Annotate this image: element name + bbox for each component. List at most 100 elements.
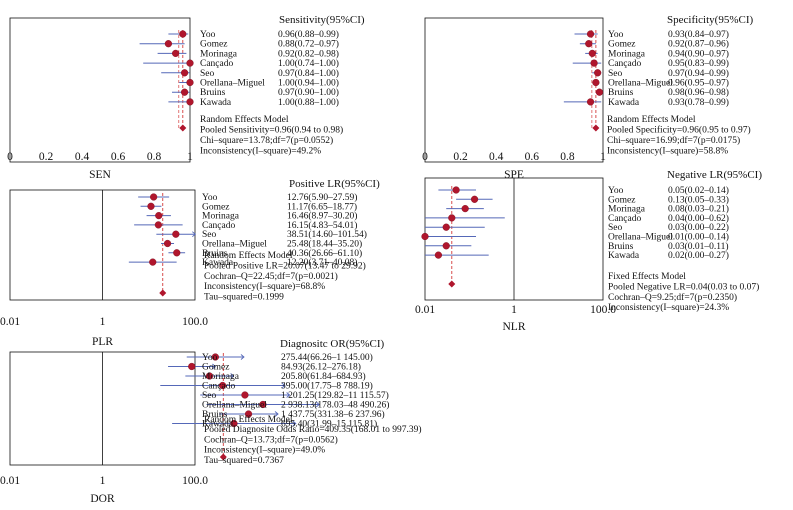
nlr-summary-line: Pooled Negative LR=0.04(0.03 to 0.07) [608, 281, 759, 292]
nlr-summary-line: Inconsistency(I–square)=24.3% [608, 302, 729, 313]
dor-study-value: 1 201.25(129.82–11 115.57) [281, 390, 389, 401]
spe-point-marker [586, 30, 595, 38]
sen-study-name: Yoo [200, 30, 216, 40]
nlr-point-marker [442, 242, 450, 250]
dor-ci-arrow [240, 354, 245, 360]
spe-study-name: Bruins [608, 88, 634, 98]
dor-ci-arrow [286, 392, 291, 398]
sen-study-value: 0.97(0.84–1.00) [278, 68, 339, 79]
plr-study-name: Orellana–Miguel [202, 240, 267, 250]
nlr-study-value: 0.04(0.00–0.62) [668, 213, 729, 224]
plr-point-marker [149, 258, 157, 266]
plr-summary-line: Random Effects Model [204, 250, 293, 261]
nlr-study-value: 0.02(0.00–0.27) [668, 250, 729, 261]
sen-study-name: Orellana–Miguel [200, 79, 265, 89]
plr-summary-line: Inconsistency(I–square)=68.8% [204, 281, 325, 292]
plr-summary-line: Cochran–Q=22.45;df=7(p=0.0021) [204, 271, 338, 282]
plr-header: Positive LR(95%CI) [289, 178, 380, 190]
spe-study-name: Morinaga [608, 49, 646, 59]
dor-ci-arrow [292, 420, 297, 427]
nlr-summary-line: Fixed Effects Model [608, 271, 686, 282]
spe-study-name: Gomez [608, 40, 635, 50]
plr-ci-arrow [192, 231, 197, 238]
nlr-study-value: 0.05(0.02–0.14) [668, 185, 729, 196]
spe-study-name: Orellana–Miguel [608, 79, 673, 89]
nlr-study-name: Orellana–Miguel [608, 233, 673, 243]
plr-study-name: Bruins [202, 249, 228, 259]
sen-study-name: Morinaga [200, 49, 238, 59]
nlr-point-marker [452, 186, 460, 194]
plr-study-name: Morinaga [202, 212, 240, 222]
nlr-study-name: Gomez [608, 195, 635, 205]
sen-summary-line: Chi–square=13.78;df=7(p=0.0552) [200, 135, 333, 146]
plr-summary-line: Tau–squared=0.1999 [204, 293, 284, 303]
sen-study-value: 1.00(0.94–1.00) [278, 78, 339, 89]
plr-pooled-diamond [159, 289, 167, 297]
spe-study-value: 0.95(0.83–0.99) [668, 58, 729, 69]
spe-study-name: Cançado [608, 59, 641, 69]
spe-tick-label: 0.8 [560, 151, 575, 163]
dor-study-name: Orellana–Miguel [202, 401, 267, 411]
spe-tick-label: 0.6 [525, 151, 540, 163]
spe-point-marker [585, 40, 593, 48]
spe-tick-label: 0 [422, 151, 428, 163]
dor-ci-arrow [281, 382, 286, 389]
dor-study-value: 2 938.13(178.03–48 490.26) [281, 400, 389, 411]
sen-x-label: SEN [89, 169, 111, 181]
nlr-tick-label: 100.0 [590, 304, 616, 316]
spe-summary-line: Random Effects Model [607, 114, 696, 125]
plr-panel: Positive LR(95%CI) Yoo 12.76(5.90–27.59) Go… [0, 178, 380, 348]
sen-study-name: Seo [200, 69, 215, 79]
dor-summary-line: Cochran–Q=13.73;df=7(p=0.0562) [204, 434, 338, 445]
spe-study-name: Kawada [608, 98, 640, 108]
plr-study-value: 12.76(5.90–27.59) [287, 192, 357, 203]
spe-panel: Specificity(95%CI) Yoo 0.93(0.84–0.97) Gome… [422, 14, 753, 181]
plr-point-marker [173, 249, 181, 257]
nlr-point-marker [461, 205, 469, 213]
nlr-panel: Negative LR(95%CI) Yoo 0.05(0.02–0.14) Gome… [415, 169, 762, 333]
dor-header: Diagnositc OR(95%CI) [280, 338, 385, 350]
dor-study-value: 395.00(17.75–8 788.19) [281, 381, 373, 392]
dor-pooled-diamond [219, 453, 227, 461]
spe-header: Specificity(95%CI) [667, 14, 753, 26]
spe-summary-line: Inconsistency(I–square)=58.8% [607, 146, 728, 157]
dor-study-name: Gomez [202, 363, 229, 373]
plr-point-marker [154, 221, 162, 229]
nlr-study-value: 0.08(0.03–0.21) [668, 204, 729, 215]
dor-tick-label: 1 [100, 475, 106, 487]
nlr-study-name: Yoo [608, 186, 624, 196]
spe-point-marker [592, 78, 600, 87]
dor-point-marker [205, 372, 214, 380]
sen-point-marker [179, 30, 187, 38]
dor-summary-line: Tau–squared=0.7367 [204, 456, 284, 466]
nlr-study-value: 0.01(0.00–0.14) [668, 232, 729, 243]
sen-tick-label: 0.8 [147, 151, 162, 163]
sen-tick-label: 0.2 [39, 151, 54, 163]
dor-study-name: Seo [202, 391, 217, 401]
spe-study-name: Yoo [608, 30, 624, 40]
sen-point-marker [172, 49, 180, 58]
sen-study-value: 1.00(0.74–1.00) [278, 58, 339, 69]
plr-study-name: Kawada [202, 258, 234, 268]
sen-study-name: Cançado [200, 59, 233, 69]
sen-study-name: Gomez [200, 40, 227, 50]
sen-study-value: 0.97(0.90–1.00) [278, 87, 339, 98]
spe-study-value: 0.98(0.96–0.98) [668, 87, 729, 98]
spe-tick-label: 1 [600, 151, 606, 163]
plr-study-value: 25.48(18.44–35.20) [287, 239, 362, 250]
spe-point-marker [594, 69, 602, 77]
spe-study-value: 0.93(0.84–0.97) [668, 29, 729, 40]
spe-point-marker [586, 98, 595, 106]
dor-tick-label: 0.01 [0, 475, 20, 487]
nlr-summary-line: Cochran–Q=9.25;df=7(p=0.2350) [608, 292, 737, 303]
spe-point-marker [588, 49, 596, 58]
dor-study-name: Cançado [202, 382, 235, 392]
dor-x-label: DOR [90, 493, 115, 505]
spe-point-marker [595, 88, 604, 96]
plr-study-name: Seo [202, 230, 217, 240]
sen-point-marker [186, 78, 194, 87]
spe-study-value: 0.96(0.95–0.97) [668, 78, 729, 89]
plr-study-name: Cançado [202, 221, 235, 231]
dor-study-value: 275.44(66.26–1 145.00) [281, 352, 373, 363]
sen-study-value: 0.96(0.88–0.99) [278, 29, 339, 40]
